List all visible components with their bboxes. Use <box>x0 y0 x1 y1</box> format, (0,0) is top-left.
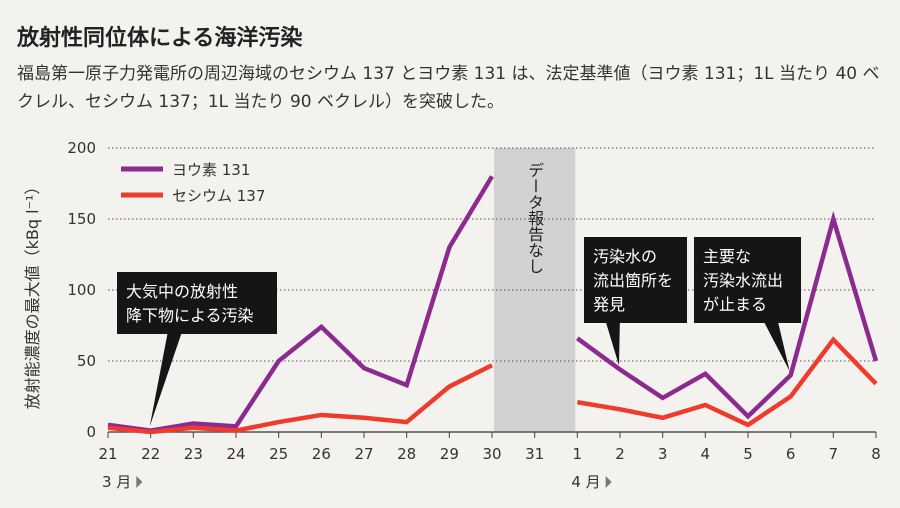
callout-box <box>584 237 687 323</box>
chart-subtitle: 福島第一原子力発電所の周辺海域のセシウム 137 とヨウ素 131 は、法定基準… <box>17 64 880 112</box>
x-tick-label: 22 <box>141 445 160 463</box>
callout-text: 汚染水流出 <box>703 271 783 290</box>
callout-text: 発見 <box>593 295 625 314</box>
y-tick-label: 50 <box>77 352 96 370</box>
callout-text: 大気中の放射性 <box>126 282 238 301</box>
x-tick-label: 27 <box>354 445 373 463</box>
data-series <box>107 175 879 435</box>
x-tick-label: 1 <box>573 445 583 463</box>
legend-label: セシウム 137 <box>172 187 265 205</box>
y-axis-label: 放射能濃度の最大値（kBq l⁻¹） <box>23 179 42 410</box>
y-axis-ticks: 0 50 100 150 200 <box>67 139 96 441</box>
callout-pointer <box>605 322 620 366</box>
x-tick-label: 2 <box>615 445 625 463</box>
x-tick-label: 25 <box>269 445 288 463</box>
x-tick-label: 29 <box>440 445 459 463</box>
x-tick-label: 3 <box>658 445 668 463</box>
series-line-cesium-137 <box>576 336 878 428</box>
month-arrow-icon <box>136 476 143 488</box>
y-tick-label: 200 <box>67 139 96 157</box>
no-data-text: データ報告なし <box>525 162 544 274</box>
legend-label: ヨウ素 131 <box>172 161 250 179</box>
y-tick-label: 0 <box>86 423 96 441</box>
month-arrow-icon <box>605 476 612 488</box>
callout-text: 降下物による汚染 <box>126 306 254 325</box>
x-tick-label: 8 <box>871 445 881 463</box>
legend: ヨウ素 131 セシウム 137 <box>121 161 265 205</box>
x-tick-label: 5 <box>743 445 753 463</box>
x-tick-label: 28 <box>397 445 416 463</box>
month-label: 3 月 <box>102 473 131 491</box>
series-line-cesium-137 <box>107 363 494 435</box>
month-label: 4 月 <box>571 473 600 491</box>
callout-text: 流出箇所を <box>593 271 673 290</box>
callout-pointer <box>764 322 790 372</box>
x-tick-label: 4 <box>701 445 711 463</box>
series-line-iodine-131 <box>107 175 494 433</box>
x-tick-label: 31 <box>525 445 544 463</box>
no-data-band <box>494 148 576 432</box>
x-tick-label: 21 <box>98 445 117 463</box>
x-tick-label: 23 <box>184 445 203 463</box>
callout-box <box>694 237 801 323</box>
chart-title: 放射性同位体による海洋汚染 <box>17 26 303 51</box>
y-tick-label: 150 <box>67 210 96 228</box>
x-tick-label: 30 <box>482 445 501 463</box>
no-data-label: データ報告なし <box>525 162 544 274</box>
callout-text: 汚染水の <box>593 247 657 266</box>
callout-box <box>117 272 277 334</box>
series-line-iodine-131 <box>576 210 879 420</box>
y-tick-label: 100 <box>67 281 96 299</box>
x-tick-label: 7 <box>829 445 839 463</box>
callout-pointer <box>149 333 182 427</box>
x-tick-label: 6 <box>786 445 796 463</box>
x-tick-label: 26 <box>312 445 331 463</box>
callout-text: が止まる <box>703 295 767 314</box>
x-tick-label: 24 <box>226 445 245 463</box>
callout-text: 主要な <box>703 247 751 266</box>
